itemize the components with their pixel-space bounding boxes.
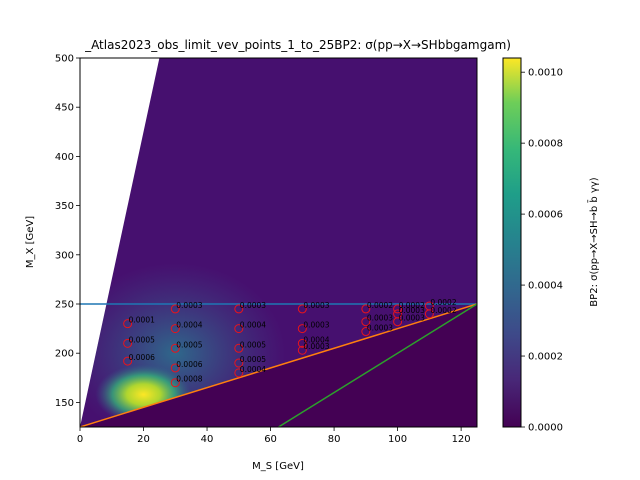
x-tick-label: 0	[77, 434, 83, 445]
colorbar-tick-label: 0.0002	[528, 352, 563, 363]
point-marker-2	[123, 356, 133, 366]
point-label-17: 0.0002	[367, 301, 393, 310]
point-label-22: 0.0003	[399, 314, 425, 323]
point-marker-8	[234, 304, 244, 314]
point-marker-11	[234, 358, 244, 368]
point-label-16: 0.0003	[303, 342, 329, 351]
colorbar-ticks: 0.0000 0.0002 0.0004 0.0006 0.0008 0.0010	[521, 68, 563, 434]
point-label-23: 0.0002	[430, 298, 456, 307]
point-label-4: 0.0004	[176, 321, 202, 330]
y-tick-label: 500	[55, 54, 74, 65]
point-marker-0	[123, 319, 133, 329]
point-marker-3	[170, 304, 180, 314]
point-label-5: 0.0005	[176, 340, 202, 349]
point-marker-24	[424, 309, 434, 319]
point-marker-9	[234, 324, 244, 334]
point-label-3: 0.0003	[176, 301, 202, 310]
y-tick-label: 400	[55, 152, 74, 163]
point-marker-16	[297, 345, 307, 355]
point-marker-1	[123, 338, 133, 348]
x-tick-label: 120	[452, 434, 471, 445]
point-marker-15	[297, 338, 307, 348]
markers: 0.00010.00050.00060.00030.00040.00050.00…	[123, 298, 457, 388]
point-label-13: 0.0003	[303, 301, 329, 310]
point-marker-6	[170, 363, 180, 373]
point-marker-7	[170, 378, 180, 388]
x-axis-label: M_S [GeV]	[252, 461, 304, 472]
point-marker-20	[393, 304, 403, 314]
point-marker-13	[297, 304, 307, 314]
x-tick-label: 60	[264, 434, 277, 445]
y-tick-label: 350	[55, 201, 74, 212]
point-marker-22	[393, 317, 403, 327]
series-line-1	[80, 303, 477, 427]
x-tick-label: 80	[328, 434, 341, 445]
series-line-2	[278, 303, 477, 427]
plot-area: 0.00010.00050.00060.00030.00040.00050.00…	[79, 57, 478, 428]
y-tick-label: 150	[55, 398, 74, 409]
chart-title: _Atlas2023_obs_limit_vev_points_1_to_25B…	[84, 38, 511, 52]
colorbar-tick-label: 0.0000	[528, 423, 563, 434]
x-tick-label: 100	[388, 434, 407, 445]
colorbar-gradient	[502, 57, 522, 428]
colorbar-tick-label: 0.0004	[528, 281, 563, 292]
point-marker-14	[297, 324, 307, 334]
point-label-24: 0.0002	[430, 306, 456, 315]
colorbar-tick-label: 0.0006	[528, 210, 563, 221]
y-axis-label: M_X [GeV]	[25, 216, 36, 268]
x-axis: 0 20 40 60 80 100 120	[77, 427, 471, 445]
point-label-11: 0.0005	[240, 355, 266, 364]
y-axis: 150 200 250 300 350 400 450 500	[55, 54, 80, 409]
colorbar-tick-label: 0.0010	[528, 68, 563, 79]
point-label-14: 0.0003	[303, 321, 329, 330]
point-marker-4	[170, 324, 180, 334]
point-label-19: 0.0003	[367, 324, 393, 333]
y-tick-label: 250	[55, 300, 74, 311]
point-marker-19	[361, 327, 371, 337]
y-tick-label: 200	[55, 349, 74, 360]
point-marker-10	[234, 343, 244, 353]
colorbar: 0.0000 0.0002 0.0004 0.0006 0.0008 0.0010 BP2…	[502, 57, 600, 434]
colorbar-tick-label: 0.0008	[528, 139, 563, 150]
point-label-7: 0.0008	[176, 375, 202, 384]
point-label-15: 0.0004	[303, 335, 329, 344]
point-label-2: 0.0006	[129, 353, 155, 362]
point-marker-12	[234, 368, 244, 378]
y-tick-label: 450	[55, 103, 74, 114]
point-label-18: 0.0003	[367, 314, 393, 323]
y-tick-label: 300	[55, 250, 74, 261]
x-tick-label: 40	[201, 434, 214, 445]
colorbar-label: BP2: σ(pp→X→SH→b b̄ γγ)	[587, 177, 600, 306]
point-marker-18	[361, 317, 371, 327]
point-label-9: 0.0004	[240, 321, 266, 330]
point-label-21: 0.0003	[399, 306, 425, 315]
point-marker-5	[170, 343, 180, 353]
point-label-12: 0.0004	[240, 365, 266, 374]
point-label-0: 0.0001	[129, 316, 155, 325]
point-label-10: 0.0005	[240, 340, 266, 349]
point-marker-17	[361, 304, 371, 314]
point-label-8: 0.0003	[240, 301, 266, 310]
point-label-6: 0.0006	[176, 360, 202, 369]
point-label-1: 0.0005	[129, 335, 155, 344]
series-lines	[80, 303, 477, 427]
x-tick-label: 20	[137, 434, 150, 445]
plot-frame	[79, 57, 478, 428]
point-label-20: 0.0002	[399, 301, 425, 310]
